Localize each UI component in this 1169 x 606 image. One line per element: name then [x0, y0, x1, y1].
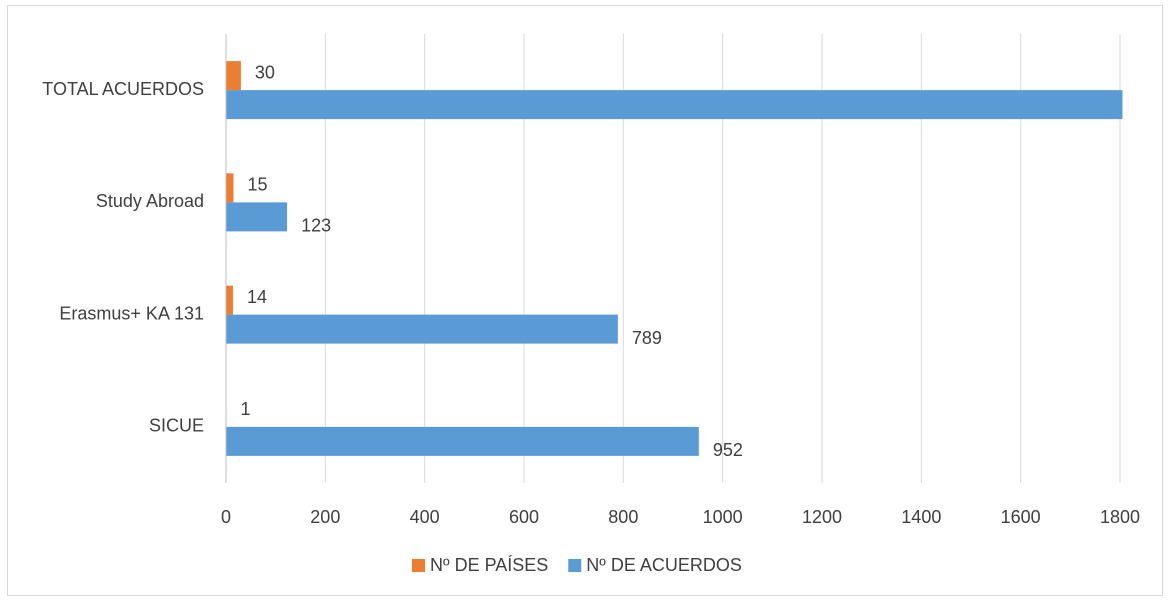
data-label: 1	[240, 399, 250, 419]
bar	[226, 286, 233, 315]
data-label: 952	[713, 440, 743, 460]
legend-swatch	[412, 559, 425, 572]
bar	[226, 90, 1122, 119]
bar	[226, 61, 241, 90]
x-tick-label: 400	[410, 507, 440, 527]
data-label: 123	[301, 216, 331, 236]
data-label: 14	[247, 287, 267, 307]
x-tick-label: 200	[310, 507, 340, 527]
x-tick-label: 600	[509, 507, 539, 527]
data-label: 789	[632, 328, 662, 348]
bar	[226, 202, 287, 231]
x-tick-label: 800	[608, 507, 638, 527]
legend-label: Nº DE ACUERDOS	[586, 555, 742, 575]
x-tick-label: 1000	[703, 507, 743, 527]
data-label: 15	[247, 175, 267, 195]
data-label: 30	[255, 62, 275, 82]
legend-label: Nº DE PAÍSES	[430, 555, 548, 575]
x-tick-label: 1800	[1100, 507, 1140, 527]
bar	[226, 173, 233, 202]
y-tick-label: Study Abroad	[96, 191, 204, 211]
x-tick-label: 0	[221, 507, 231, 527]
x-tick-label: 1600	[1001, 507, 1041, 527]
bar	[226, 315, 618, 344]
x-tick-label: 1400	[901, 507, 941, 527]
y-tick-label: TOTAL ACUERDOS	[42, 79, 204, 99]
y-tick-label: SICUE	[149, 416, 204, 436]
y-tick-label: Erasmus+ KA 131	[59, 303, 204, 323]
x-tick-label: 1200	[802, 507, 842, 527]
bar	[226, 427, 699, 456]
legend-swatch	[568, 559, 581, 572]
